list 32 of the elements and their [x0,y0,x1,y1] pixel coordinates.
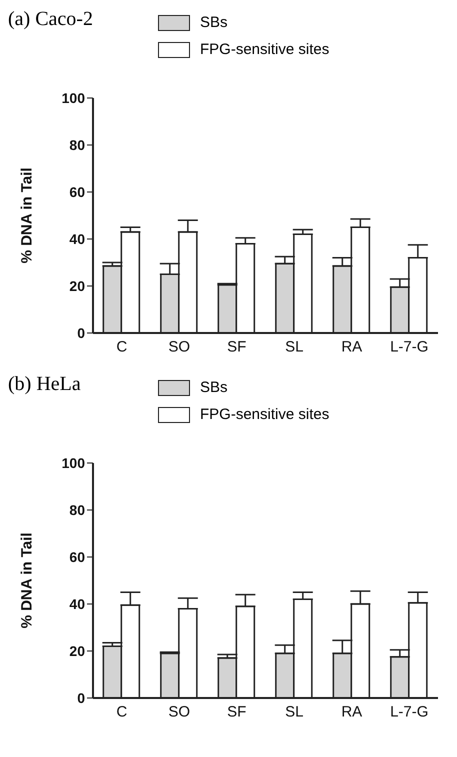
x-tick-label: RA [341,338,362,356]
y-tick-label: 80 [69,502,86,518]
x-tick-label: L-7-G [390,704,428,721]
y-tick-label: 100 [62,90,86,106]
x-tick-label: SF [227,338,246,356]
legend-label: FPG-sensitive sites [200,41,330,58]
legend-label: SBs [200,14,228,31]
x-tick-label: L-7-G [390,338,428,356]
x-tick-label: SO [168,704,190,721]
y-tick-label: 20 [69,642,86,659]
y-axis-title: % DNA in Tail [18,532,36,628]
x-tick-label: SL [285,704,304,721]
x-tick-label: SL [285,338,304,356]
y-tick-label: 60 [69,184,86,200]
y-tick-label: 60 [69,548,86,565]
y-tick-label: 20 [69,278,86,294]
y-axis-title: % DNA in Tail [18,168,36,264]
x-tick-label: C [116,338,128,356]
y-tick-label: 100 [62,454,86,471]
x-tick-label: RA [341,704,362,721]
y-tick-label: 40 [69,230,86,247]
legend-label: FPG-sensitive sites [200,406,330,423]
y-tick-label: 0 [77,690,86,706]
y-tick-label: 0 [77,324,86,341]
x-tick-label: SF [227,704,246,721]
x-tick-label: SO [168,338,190,356]
chart-title: (a) Caco-2 [8,8,93,30]
legend-label: SBs [200,379,228,396]
x-tick-label: C [116,704,128,721]
y-tick-label: 80 [69,136,86,153]
y-tick-label: 40 [69,596,86,612]
chart-title: (b) HeLa [8,373,81,395]
